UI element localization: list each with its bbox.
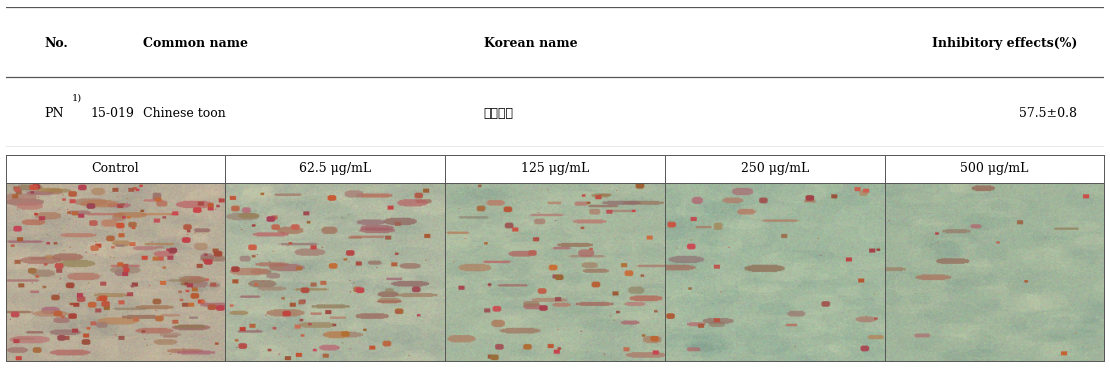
- Text: 15-019: 15-019: [90, 107, 134, 120]
- Text: 57.5±0.8: 57.5±0.8: [1019, 107, 1077, 120]
- Text: 250 μg/mL: 250 μg/mL: [740, 163, 809, 176]
- Text: 참주나무: 참주나무: [484, 107, 514, 120]
- Text: Chinese toon: Chinese toon: [143, 107, 225, 120]
- Text: No.: No.: [44, 37, 68, 50]
- Text: Control: Control: [92, 163, 139, 176]
- Text: Korean name: Korean name: [484, 37, 577, 50]
- Text: 62.5 μg/mL: 62.5 μg/mL: [300, 163, 371, 176]
- Text: PN: PN: [44, 107, 63, 120]
- Text: 500 μg/mL: 500 μg/mL: [960, 163, 1029, 176]
- Text: 1): 1): [71, 93, 82, 102]
- Text: 125 μg/mL: 125 μg/mL: [521, 163, 589, 176]
- Text: Inhibitory effects(%): Inhibitory effects(%): [931, 37, 1077, 50]
- Text: Common name: Common name: [143, 37, 248, 50]
